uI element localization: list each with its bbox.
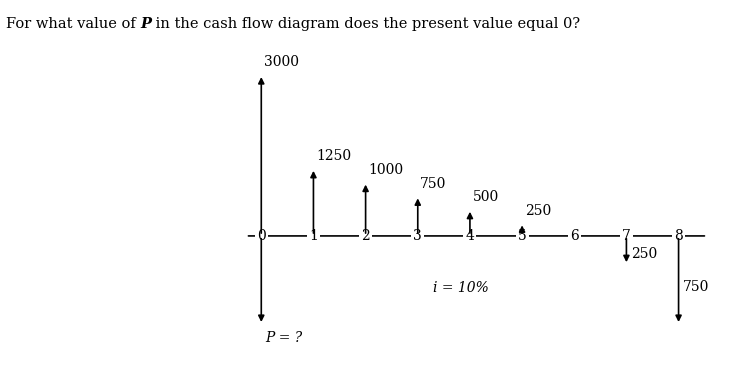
- Text: 6: 6: [570, 229, 578, 243]
- Text: P: P: [140, 17, 151, 31]
- Text: 750: 750: [420, 177, 447, 191]
- Text: 3: 3: [413, 229, 422, 243]
- Text: For what value of: For what value of: [6, 17, 140, 31]
- Text: in the cash flow diagram does the present value equal 0?: in the cash flow diagram does the presen…: [151, 17, 581, 31]
- Text: 1000: 1000: [368, 163, 404, 177]
- Text: 8: 8: [674, 229, 683, 243]
- Text: P = ?: P = ?: [265, 331, 303, 345]
- Text: 250: 250: [525, 204, 551, 218]
- Text: 2: 2: [361, 229, 370, 243]
- Text: 250: 250: [631, 247, 657, 261]
- Text: 750: 750: [683, 280, 709, 294]
- Text: 3000: 3000: [264, 55, 299, 70]
- Text: 0: 0: [257, 229, 265, 243]
- Text: 500: 500: [473, 190, 499, 204]
- Text: i = 10%: i = 10%: [434, 281, 490, 295]
- Text: 4: 4: [465, 229, 474, 243]
- Text: 5: 5: [517, 229, 526, 243]
- Text: 7: 7: [622, 229, 631, 243]
- Text: 1250: 1250: [316, 149, 351, 163]
- Text: 1: 1: [309, 229, 318, 243]
